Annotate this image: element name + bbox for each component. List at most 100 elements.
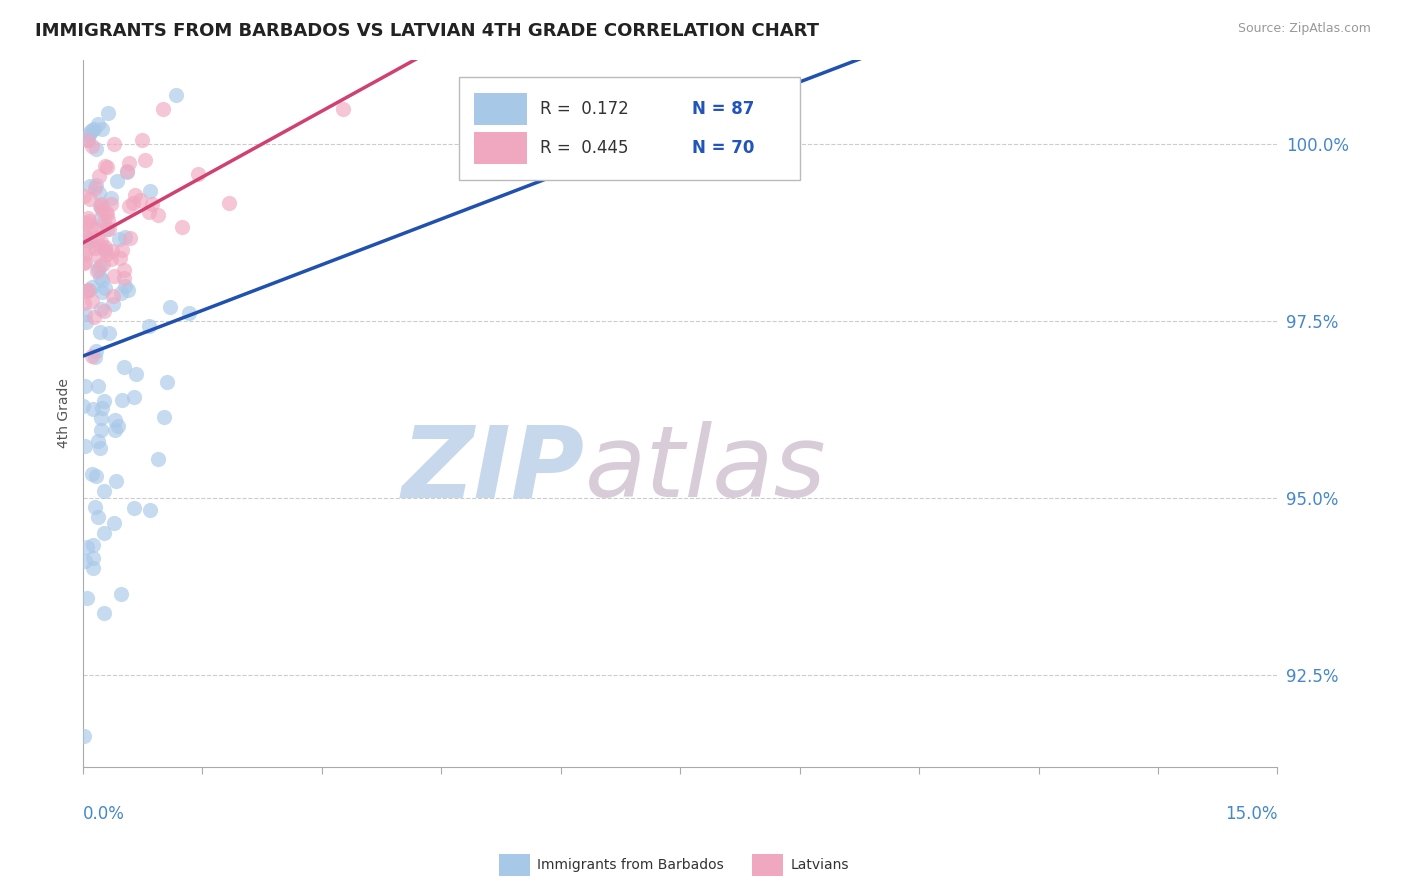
Point — [76, 591, 98, 605]
Point — [82, 123, 104, 137]
Point — [89, 259, 111, 273]
Point — [79, 283, 101, 297]
Point — [90, 200, 112, 214]
Point — [84, 141, 107, 155]
Point — [152, 102, 174, 116]
Point — [155, 376, 177, 390]
Point — [86, 229, 108, 244]
Point — [80, 220, 103, 235]
Point — [153, 409, 176, 424]
Point — [96, 221, 118, 235]
Point — [93, 244, 115, 258]
Point — [138, 204, 160, 219]
Point — [91, 122, 114, 136]
Point — [110, 285, 132, 300]
Y-axis label: 4th Grade: 4th Grade — [58, 378, 72, 448]
Point — [114, 230, 136, 244]
Text: 0.0%: 0.0% — [83, 805, 125, 823]
Point — [80, 467, 103, 481]
Point — [112, 263, 135, 277]
Point — [112, 270, 135, 285]
Point — [89, 212, 111, 227]
Point — [75, 216, 97, 230]
Point — [101, 288, 124, 302]
Point — [89, 325, 111, 339]
Point — [80, 138, 103, 153]
Point — [90, 235, 112, 250]
Point — [86, 249, 108, 263]
Point — [80, 280, 103, 294]
Point — [108, 251, 131, 265]
Point — [89, 238, 111, 252]
Point — [73, 189, 96, 203]
Text: Latvians: Latvians — [790, 858, 849, 872]
Point — [107, 419, 129, 434]
Text: Source: ZipAtlas.com: Source: ZipAtlas.com — [1237, 22, 1371, 36]
Point — [82, 561, 104, 575]
Point — [115, 163, 138, 178]
Bar — [474, 93, 527, 125]
Point — [75, 285, 97, 299]
Point — [165, 88, 187, 103]
Point — [76, 540, 98, 554]
Point — [87, 261, 110, 276]
Point — [86, 264, 108, 278]
Point — [73, 296, 96, 310]
Point — [91, 257, 114, 271]
Point — [87, 509, 110, 524]
Point — [122, 390, 145, 404]
Point — [82, 349, 104, 363]
Point — [84, 221, 107, 235]
Point — [187, 167, 209, 181]
Point — [87, 186, 110, 201]
Point — [172, 220, 194, 235]
Point — [114, 278, 136, 293]
Point — [90, 301, 112, 316]
Point — [141, 197, 163, 211]
Point — [107, 174, 129, 188]
Point — [110, 587, 132, 601]
Point — [117, 283, 139, 297]
Point — [90, 202, 112, 217]
Point — [104, 413, 127, 427]
Point — [82, 550, 104, 565]
Point — [83, 121, 105, 136]
Text: N = 87: N = 87 — [692, 100, 755, 118]
Point — [79, 192, 101, 206]
Point — [84, 343, 107, 358]
Point — [93, 303, 115, 318]
Text: 15.0%: 15.0% — [1225, 805, 1278, 823]
Point — [218, 195, 240, 210]
Point — [75, 315, 97, 329]
Point — [94, 281, 117, 295]
Point — [90, 401, 112, 416]
Point — [87, 117, 110, 131]
Point — [148, 208, 170, 222]
Point — [84, 468, 107, 483]
Point — [86, 178, 108, 193]
Point — [139, 184, 162, 198]
Point — [332, 102, 354, 116]
Point — [94, 240, 117, 254]
Point — [77, 133, 100, 147]
Point — [73, 230, 96, 244]
Point — [90, 197, 112, 211]
Point — [80, 294, 103, 309]
Point — [75, 307, 97, 321]
Point — [97, 221, 120, 235]
Point — [112, 359, 135, 374]
Point — [76, 211, 98, 226]
Text: IMMIGRANTS FROM BARBADOS VS LATVIAN 4TH GRADE CORRELATION CHART: IMMIGRANTS FROM BARBADOS VS LATVIAN 4TH … — [35, 22, 820, 40]
Point — [83, 350, 105, 364]
Point — [93, 484, 115, 499]
Point — [103, 136, 125, 151]
Point — [146, 452, 169, 467]
Point — [101, 244, 124, 259]
Point — [84, 241, 107, 255]
Point — [117, 165, 139, 179]
Text: R =  0.445: R = 0.445 — [540, 139, 628, 157]
Point — [103, 516, 125, 531]
Point — [120, 231, 142, 245]
Point — [179, 305, 201, 319]
Point — [138, 319, 160, 334]
